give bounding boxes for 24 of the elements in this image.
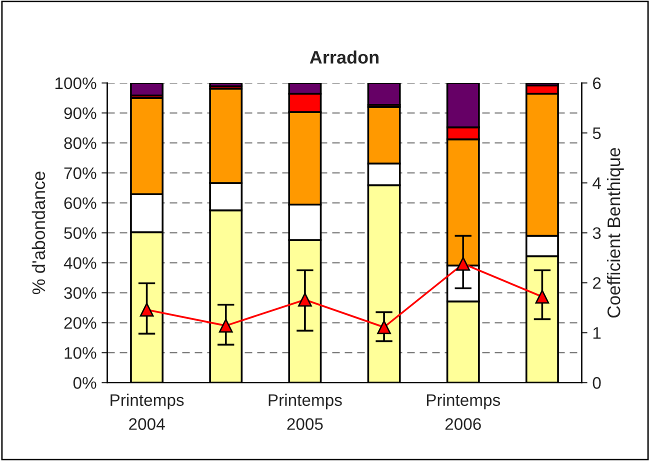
- y-tick-label: 60%: [64, 197, 96, 210]
- y2-tick-label: 4: [592, 177, 601, 189]
- y-tick-label: 50%: [64, 227, 96, 240]
- y2-tick-label: 6: [593, 77, 601, 90]
- y-tick-label: 90%: [64, 107, 96, 120]
- y2-tick-label: 0: [592, 377, 601, 389]
- y-tick-label: 10%: [64, 347, 96, 359]
- x-tick-label: Printemps 2006: [426, 394, 500, 430]
- y2-axis-title: Coefficient Benthique: [606, 148, 624, 318]
- y-tick-label: 0%: [73, 377, 96, 389]
- y-tick-label: 20%: [64, 317, 96, 329]
- y2-tick-label: 2: [593, 277, 601, 289]
- y-tick-label: 80%: [64, 137, 96, 150]
- x-tick-label: Printemps 2004: [110, 394, 184, 430]
- y2-tick-label: 1: [593, 327, 601, 339]
- y-tick-label: 70%: [64, 167, 96, 180]
- y-tick-label: 40%: [64, 257, 96, 269]
- y2-tick-label: 3: [592, 227, 601, 240]
- y-tick-label: 100%: [55, 77, 96, 90]
- x-tick-label: Printemps 2005: [268, 394, 342, 430]
- y-tick-label: 30%: [64, 287, 96, 299]
- chart-title: Arradon: [310, 50, 378, 64]
- y2-tick-label: 5: [592, 127, 601, 140]
- y-axis-title: % d'abondance: [32, 172, 46, 294]
